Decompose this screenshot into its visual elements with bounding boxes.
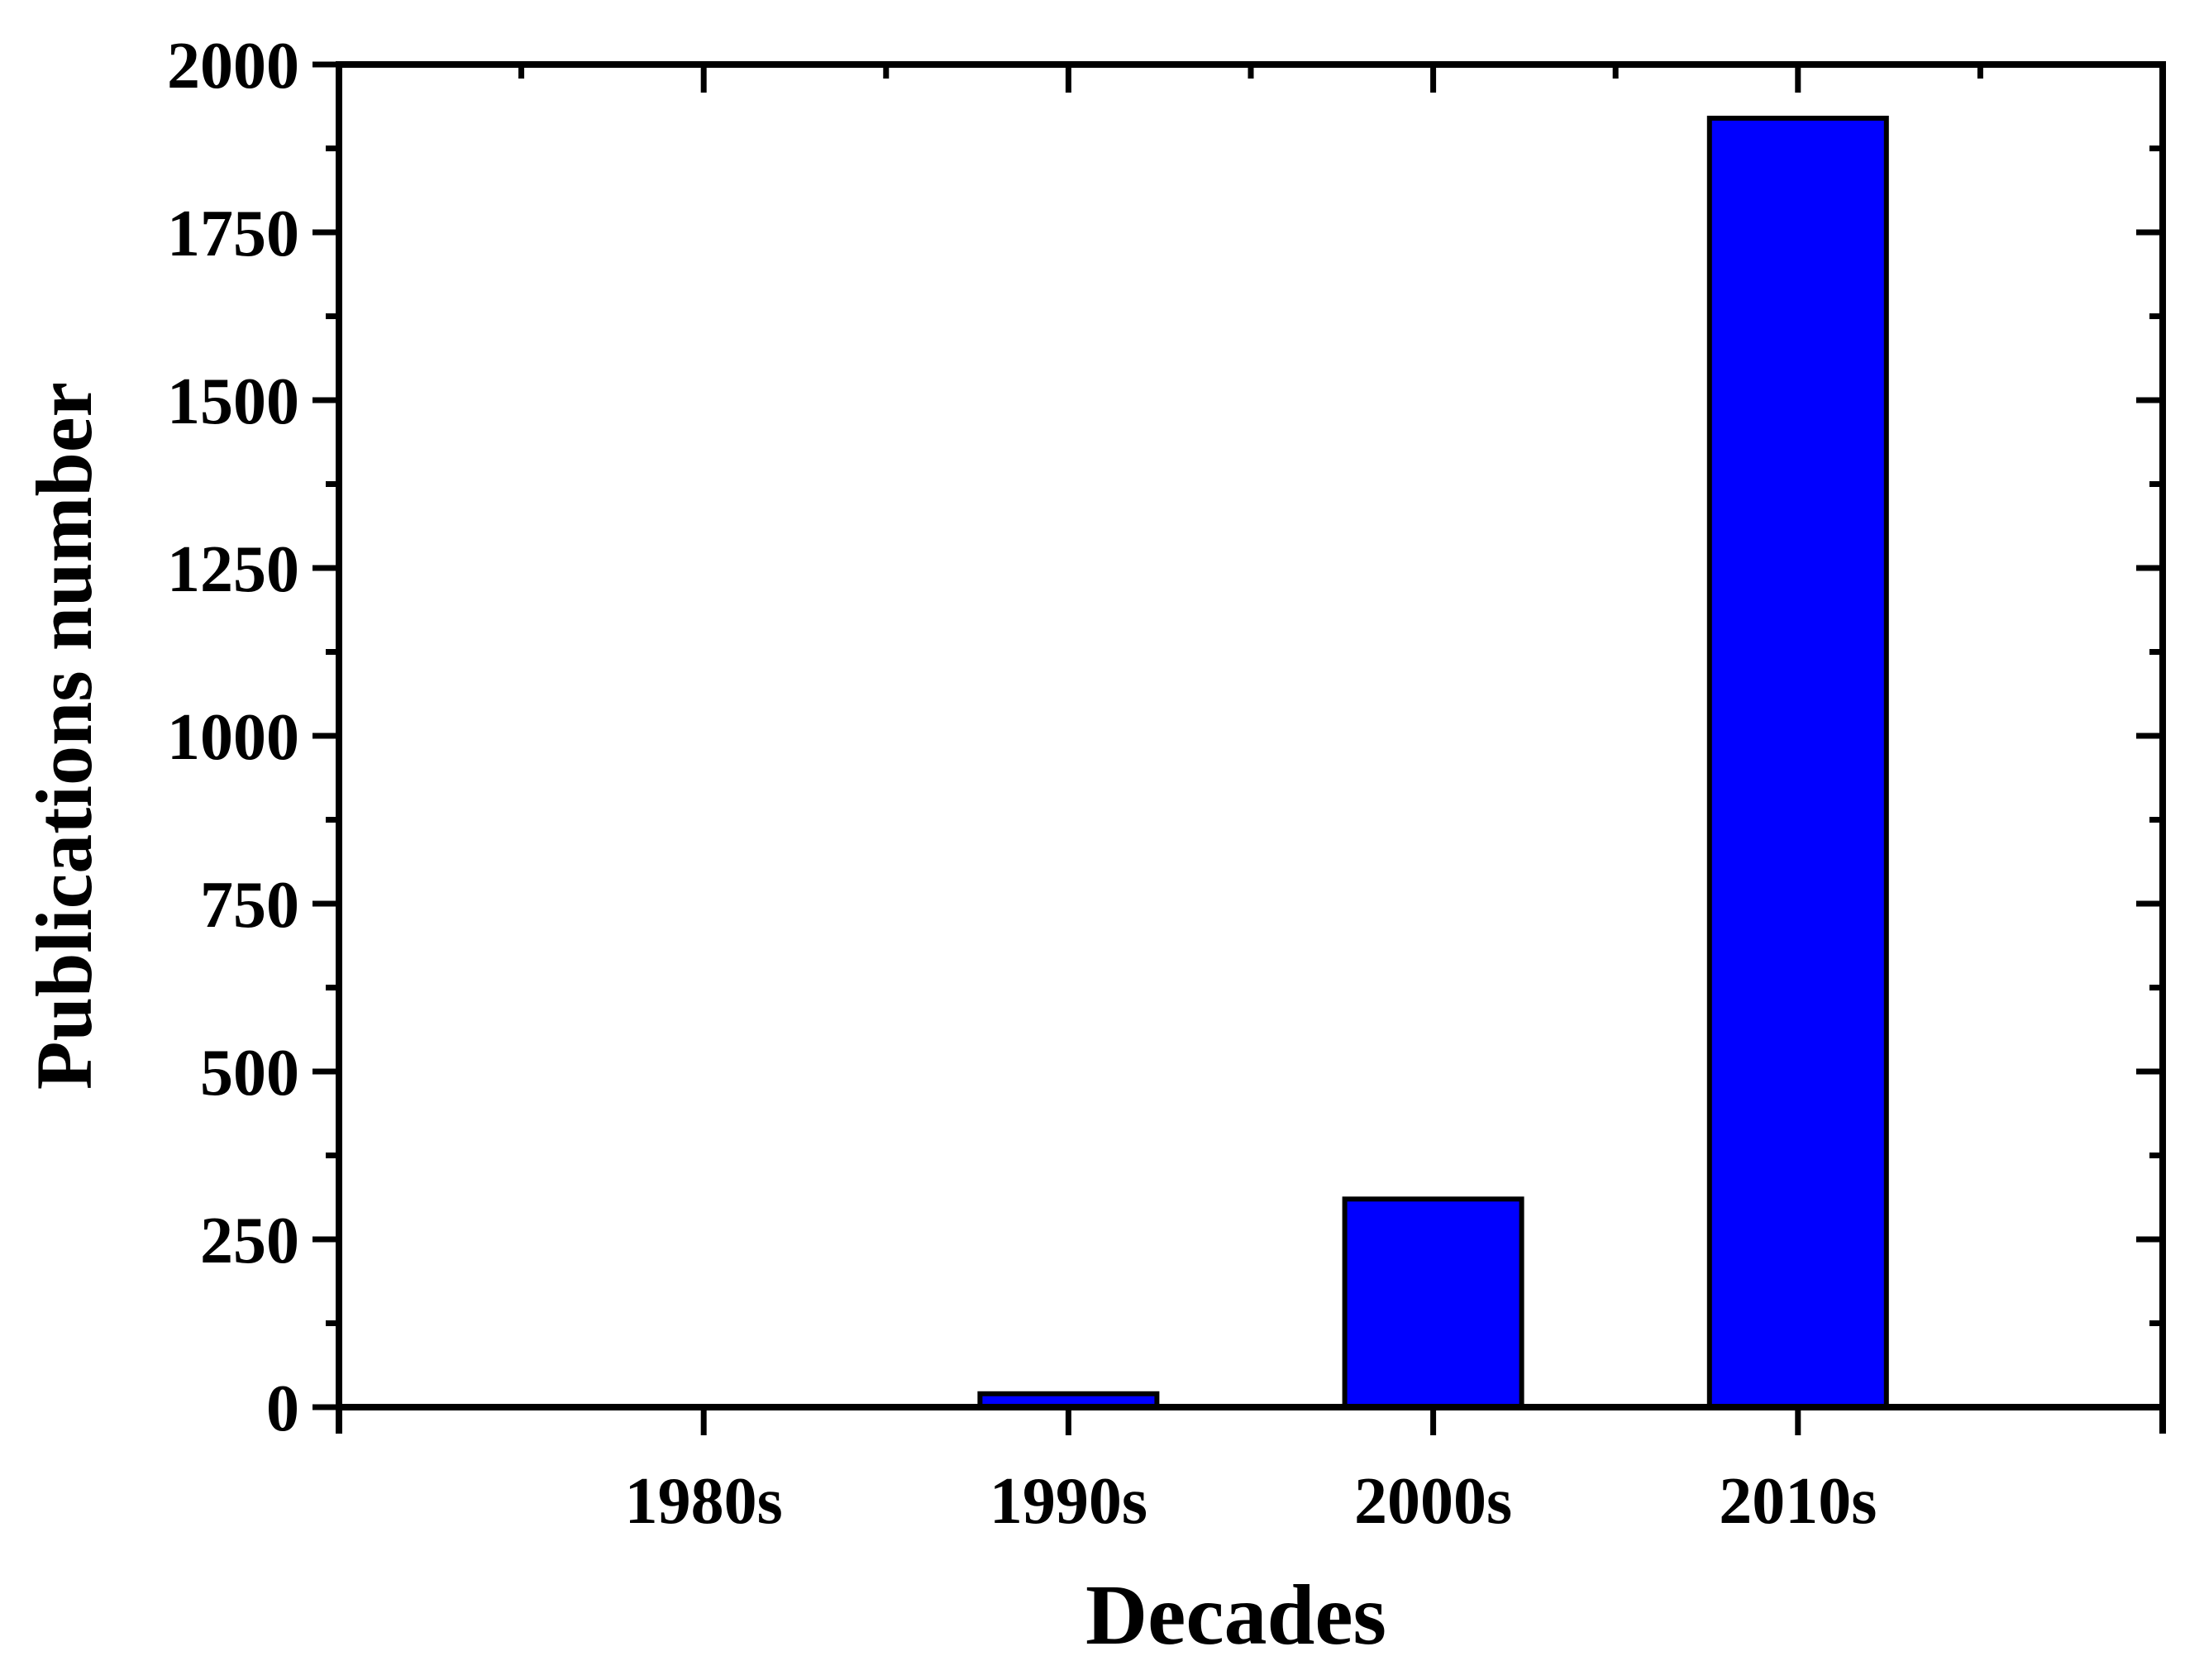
x-axis-title: Decades <box>1085 1568 1386 1663</box>
bars-group <box>977 115 1889 1410</box>
y-axis-title: Publications number <box>20 382 108 1090</box>
y-tick-label: 500 <box>200 1037 299 1110</box>
y-tick-label: 2000 <box>167 30 299 103</box>
x-tick-label: 1980s <box>625 1465 783 1538</box>
axes-group <box>312 61 2166 1435</box>
bar-2000s <box>1342 1196 1524 1410</box>
bar-2010s <box>1706 115 1889 1410</box>
y-tick-label: 750 <box>200 869 299 942</box>
x-tick-label: 2010s <box>1719 1465 1877 1538</box>
x-tick-label: 2000s <box>1354 1465 1512 1538</box>
y-tick-label: 0 <box>266 1372 299 1445</box>
tick-labels-group: 0 250 500 750 1000 1250 1500 1750 2000 1980s 1990s… <box>167 30 1877 1538</box>
y-tick-label: 1750 <box>167 198 299 270</box>
y-tick-label: 1500 <box>167 365 299 438</box>
y-tick-label: 250 <box>200 1205 299 1277</box>
y-tick-label: 1250 <box>167 533 299 606</box>
y-tick-label: 1000 <box>167 701 299 774</box>
x-tick-label: 1990s <box>990 1465 1147 1538</box>
